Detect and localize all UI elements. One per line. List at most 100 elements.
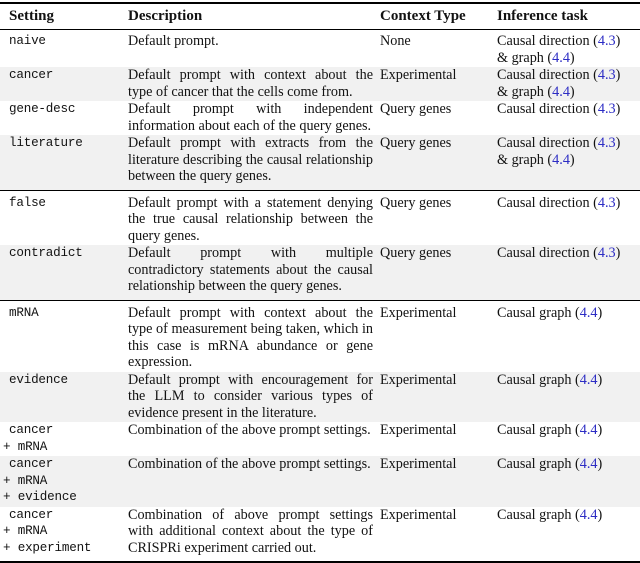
setting-cell: cancer + mRNA + experiment	[0, 507, 118, 563]
inference-task-text: )	[615, 135, 621, 151]
section-ref-link[interactable]: 4.4	[552, 83, 570, 100]
inference-task-cell: Causal direction (4.3)	[497, 189, 640, 245]
context-type-cell: Experimental	[380, 422, 457, 438]
context-type-cell: Query genes	[380, 245, 452, 261]
section-ref-link[interactable]: 4.3	[597, 67, 616, 83]
setting-name: + mRNA	[3, 524, 48, 538]
inference-task-text: Causal direction (	[497, 67, 598, 83]
inference-task-text: )	[597, 304, 603, 321]
context-type-cell: Query genes	[380, 189, 497, 245]
inference-task-text: & graph (	[497, 83, 553, 100]
inference-task-cell: Causal graph (4.4)	[497, 422, 640, 456]
inference-task-text: Causal graph (	[497, 304, 580, 321]
setting-name: cancer	[9, 68, 54, 82]
setting-cell: gene-desc	[0, 101, 118, 135]
table-row: literature Default prompt with extracts …	[0, 135, 640, 190]
setting-cell: naive	[0, 30, 118, 68]
context-type-cell: Experimental	[380, 371, 457, 388]
inference-task-text: & graph (	[497, 151, 553, 168]
column-header-inference-task: Inference task	[497, 3, 640, 30]
description-cell: Combination of above prompt settings wit…	[128, 506, 373, 556]
inference-task-text: )	[615, 245, 621, 261]
inference-task-text: )	[615, 33, 621, 49]
column-header-description: Description	[118, 3, 380, 30]
section-ref-link[interactable]: 4.4	[579, 422, 598, 438]
section-ref-link[interactable]: 4.4	[579, 371, 598, 388]
setting-name: gene-desc	[9, 102, 76, 116]
section-ref-link[interactable]: 4.4	[579, 456, 598, 472]
inference-task-text: )	[615, 194, 621, 211]
table-row: contradict Default prompt with multiple …	[0, 245, 640, 300]
table-row: naive Default prompt. None Causal direct…	[0, 30, 640, 68]
setting-name: + mRNA	[3, 439, 48, 454]
context-type-cell: Experimental	[380, 67, 457, 83]
setting-cell: literature	[0, 135, 118, 190]
section-ref-link[interactable]: 4.3	[597, 245, 616, 261]
inference-task-text: )	[597, 506, 603, 523]
header-row: Setting Description Context Type Inference …	[0, 3, 640, 30]
inference-task-cell: Causal graph (4.4)	[497, 372, 640, 423]
inference-task-cell: Causal direction (4.3)	[497, 101, 640, 135]
inference-task-text: )	[569, 49, 575, 66]
context-type-cell: None	[380, 33, 411, 49]
setting-name: mRNA	[9, 305, 39, 320]
context-type-cell: Query genes	[380, 101, 452, 117]
description-cell: Combination of the above prompt settings…	[128, 422, 371, 438]
setting-name: evidence	[9, 372, 68, 387]
setting-cell: cancer	[0, 67, 118, 101]
inference-task-text: Causal direction (	[497, 33, 598, 49]
setting-name: literature	[9, 136, 83, 150]
column-header-setting: Setting	[0, 3, 118, 30]
description-cell: Default prompt with independent informat…	[128, 101, 373, 134]
description-cell: Default prompt.	[128, 33, 219, 49]
setting-name: contradict	[9, 246, 83, 260]
section-ref-link[interactable]: 4.3	[597, 194, 616, 211]
section-ref-link[interactable]: 4.3	[597, 101, 616, 117]
setting-cell: contradict	[0, 245, 118, 300]
inference-task-cell: Causal direction (4.3)	[497, 245, 640, 300]
section-ref-link[interactable]: 4.4	[552, 49, 570, 66]
setting-cell: false	[0, 189, 118, 245]
setting-name: + mRNA	[3, 473, 48, 488]
table-row: cancer + mRNA Combination of the above pr…	[0, 422, 640, 456]
inference-task-text: Causal direction (	[497, 194, 598, 211]
inference-task-text: Causal graph (	[497, 456, 580, 472]
setting-cell: evidence	[0, 372, 118, 423]
table-body: naive Default prompt. None Causal direct…	[0, 30, 640, 563]
context-type-cell: Query genes	[380, 135, 452, 151]
inference-task-text: )	[597, 422, 603, 438]
table-row: mRNA Default prompt with context about t…	[0, 299, 640, 372]
setting-name: false	[9, 195, 46, 210]
description-cell: Default prompt with multiple contradicto…	[128, 245, 373, 294]
inference-task-cell: Causal direction (4.3) & graph (4.4)	[497, 135, 640, 190]
setting-cell: cancer + mRNA + evidence	[0, 456, 118, 507]
inference-task-text: Causal direction (	[497, 101, 598, 117]
inference-task-text: )	[569, 83, 575, 100]
inference-task-text: Causal graph (	[497, 506, 580, 523]
section-ref-link[interactable]: 4.4	[579, 506, 598, 523]
description-cell: Default prompt with context about the ty…	[118, 299, 380, 372]
inference-task-text: & graph (	[497, 49, 553, 66]
section-ref-link[interactable]: 4.4	[552, 151, 570, 168]
context-type-cell: Experimental	[380, 299, 497, 372]
column-header-context-type: Context Type	[380, 3, 497, 30]
inference-task-text: )	[615, 101, 621, 117]
context-type-cell: Experimental	[380, 506, 457, 523]
context-type-cell: Experimental	[380, 456, 457, 472]
section-ref-link[interactable]: 4.4	[579, 304, 598, 321]
inference-task-cell: Causal direction (4.3) & graph (4.4)	[497, 67, 640, 101]
inference-task-text: )	[597, 456, 603, 472]
inference-task-cell: Causal graph (4.4)	[497, 507, 640, 563]
table-row: false Default prompt with a statement de…	[0, 189, 640, 245]
setting-name: naive	[9, 34, 46, 48]
table-row: cancer + mRNA + experiment Combination of …	[0, 507, 640, 563]
description-cell: Default prompt with a statement denying …	[118, 189, 380, 245]
section-ref-link[interactable]: 4.3	[597, 33, 616, 49]
setting-name: cancer	[9, 457, 54, 471]
section-ref-link[interactable]: 4.3	[597, 135, 616, 151]
table-row: cancer Default prompt with context about…	[0, 67, 640, 101]
inference-task-cell: Causal graph (4.4)	[497, 299, 640, 372]
setting-name: cancer	[9, 423, 54, 437]
